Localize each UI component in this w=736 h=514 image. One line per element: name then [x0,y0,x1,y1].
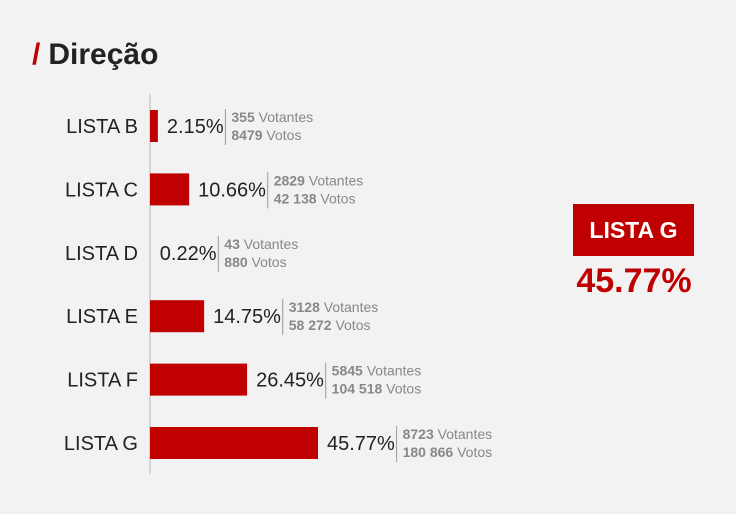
votes-label: 180 866 Votos [403,444,493,460]
votes-unit: Votos [382,381,421,397]
votes-count: 180 866 [403,444,454,460]
votes-unit: Votos [263,127,302,143]
voters-label: 43 Votantes [224,236,298,252]
voters-count: 355 [231,109,255,125]
category-label: LISTA B [66,116,138,138]
voters-label: 8723 Votantes [403,426,493,442]
value-label: 26.45% [256,370,324,392]
category-label: LISTA G [64,433,138,455]
votes-label: 58 272 Votos [289,317,371,333]
voters-unit: Votantes [434,426,492,442]
chart-title: / Direção [32,38,158,72]
votes-count: 58 272 [289,317,332,333]
voters-unit: Votantes [363,363,421,379]
votes-count: 42 138 [274,190,317,206]
voters-unit: Votantes [305,172,363,188]
bar [150,110,158,142]
votes-label: 8479 Votos [231,127,301,143]
votes-unit: Votos [317,190,356,206]
bar [150,300,205,333]
votes-label: 42 138 Votos [274,190,356,206]
bar [150,427,318,459]
value-label: 0.22% [160,243,217,265]
voters-unit: Votantes [320,299,378,315]
votes-count: 880 [224,254,248,270]
value-label: 10.66% [198,179,266,201]
votes-unit: Votos [248,254,287,270]
chart-title-text: Direção [48,38,159,71]
category-label: LISTA D [65,243,138,265]
value-label: 45.77% [327,433,395,455]
bar [150,173,190,206]
votes-label: 880 Votos [224,254,286,270]
voters-unit: Votantes [255,109,313,125]
votes-count: 104 518 [332,381,383,397]
votes-unit: Votos [332,317,371,333]
voters-label: 355 Votantes [231,109,313,125]
category-label: LISTA E [66,306,138,328]
voters-label: 5845 Votantes [332,363,422,379]
voters-label: 3128 Votantes [289,299,379,315]
winner-badge: LISTA G [573,204,694,256]
voters-count: 43 [224,236,240,252]
votes-unit: Votos [453,444,492,460]
bar [150,363,248,396]
value-label: 14.75% [213,306,281,328]
category-label: LISTA F [67,370,138,392]
value-label: 2.15% [167,116,224,138]
voters-count: 3128 [289,299,320,315]
votes-count: 8479 [231,127,262,143]
voters-label: 2829 Votantes [274,172,364,188]
category-label: LISTA C [65,179,138,201]
voters-unit: Votantes [240,236,298,252]
voters-count: 5845 [332,363,363,379]
title-slash: / [32,38,41,71]
votes-label: 104 518 Votos [332,381,422,397]
voters-count: 8723 [403,426,434,442]
voters-count: 2829 [274,172,305,188]
winner-percent: 45.77% [576,262,692,300]
